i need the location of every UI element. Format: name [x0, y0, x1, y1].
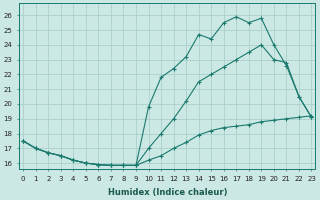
X-axis label: Humidex (Indice chaleur): Humidex (Indice chaleur)	[108, 188, 227, 197]
